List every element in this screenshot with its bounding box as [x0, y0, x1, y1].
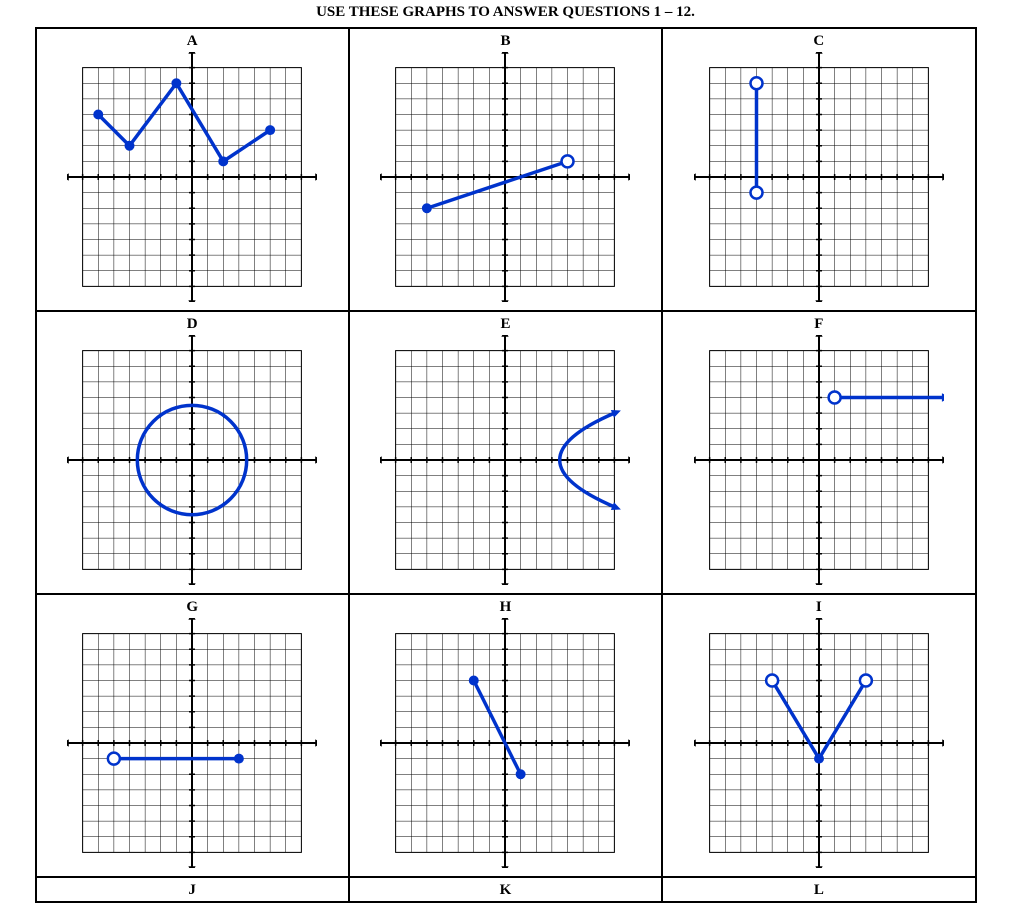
graph-cell-H: H: [349, 594, 662, 877]
graph-cell-A: A: [36, 28, 349, 311]
graph-svg: [67, 335, 317, 585]
graph-label: A: [37, 33, 348, 50]
graph-cell-G: G: [36, 594, 349, 877]
graph-cell-C: C: [662, 28, 975, 311]
graph-svg: [694, 335, 944, 585]
graph-label: H: [350, 599, 661, 616]
graph-label: J: [37, 882, 348, 899]
graph-cell-I: I: [662, 594, 975, 877]
graph-label: I: [663, 599, 974, 616]
graph-label: L: [663, 882, 974, 899]
graph-svg: [694, 52, 944, 302]
graph-label: F: [663, 316, 974, 333]
graph-cell-L: L: [662, 877, 975, 902]
graph-label: B: [350, 33, 661, 50]
graph-label: K: [350, 882, 661, 899]
graph-cell-K: K: [349, 877, 662, 902]
graph-svg: [380, 618, 630, 868]
graph-label: C: [663, 33, 974, 50]
graph-cell-F: F: [662, 311, 975, 594]
graph-svg: [67, 52, 317, 302]
graph-cell-J: J: [36, 877, 349, 902]
graph-cell-B: B: [349, 28, 662, 311]
graph-label: D: [37, 316, 348, 333]
graph-label: G: [37, 599, 348, 616]
graph-svg: [67, 618, 317, 868]
graph-svg: [380, 335, 630, 585]
graph-svg: [380, 52, 630, 302]
graph-cell-D: D: [36, 311, 349, 594]
graph-svg: [694, 618, 944, 868]
graph-grid: A B C D E F G H I JKL: [35, 27, 977, 903]
page-title: USE THESE GRAPHS TO ANSWER QUESTIONS 1 –…: [0, 0, 1011, 27]
graph-cell-E: E: [349, 311, 662, 594]
graph-label: E: [350, 316, 661, 333]
